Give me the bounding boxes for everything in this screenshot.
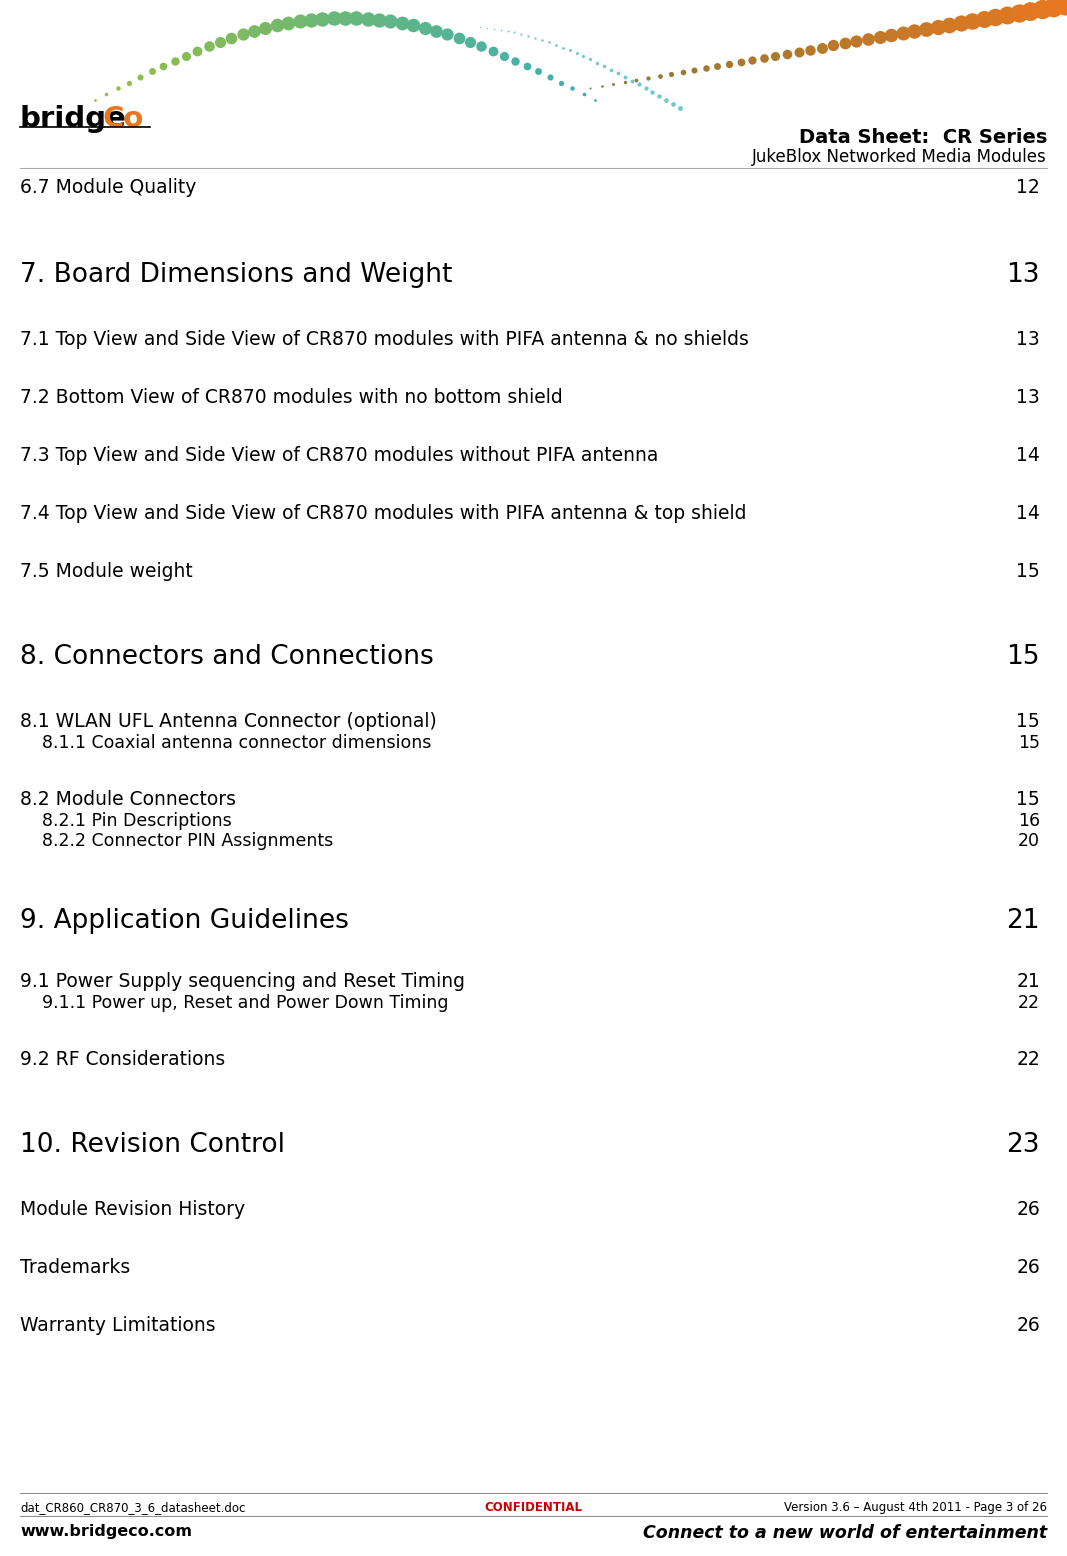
Text: 23: 23 bbox=[1006, 1133, 1040, 1158]
Text: 15: 15 bbox=[1016, 713, 1040, 731]
Text: 7.3 Top View and Side View of CR870 modules without PIFA antenna: 7.3 Top View and Side View of CR870 modu… bbox=[20, 447, 658, 465]
Text: 8. Connectors and Connections: 8. Connectors and Connections bbox=[20, 644, 434, 671]
Text: Trademarks: Trademarks bbox=[20, 1257, 130, 1277]
Text: 21: 21 bbox=[1006, 909, 1040, 934]
Text: 6.7 Module Quality: 6.7 Module Quality bbox=[20, 177, 196, 198]
Text: 7. Board Dimensions and Weight: 7. Board Dimensions and Weight bbox=[20, 261, 452, 288]
Text: 7.5 Module weight: 7.5 Module weight bbox=[20, 562, 193, 580]
Text: 9.1 Power Supply sequencing and Reset Timing: 9.1 Power Supply sequencing and Reset Ti… bbox=[20, 972, 465, 991]
Text: Version 3.6 – August 4th 2011 - Page 3 of 26: Version 3.6 – August 4th 2011 - Page 3 o… bbox=[784, 1502, 1047, 1514]
Text: 12: 12 bbox=[1016, 177, 1040, 198]
Text: 8.2.2 Connector PIN Assignments: 8.2.2 Connector PIN Assignments bbox=[42, 832, 333, 850]
Text: Module Revision History: Module Revision History bbox=[20, 1200, 245, 1218]
Text: dat_CR860_CR870_3_6_datasheet.doc: dat_CR860_CR870_3_6_datasheet.doc bbox=[20, 1502, 245, 1514]
Text: 13: 13 bbox=[1006, 261, 1040, 288]
Text: 9.1.1 Power up, Reset and Power Down Timing: 9.1.1 Power up, Reset and Power Down Tim… bbox=[42, 994, 448, 1011]
Text: Data Sheet:  CR Series: Data Sheet: CR Series bbox=[798, 128, 1047, 146]
Text: 13: 13 bbox=[1016, 387, 1040, 408]
Text: Warranty Limitations: Warranty Limitations bbox=[20, 1316, 216, 1335]
Text: 14: 14 bbox=[1016, 447, 1040, 465]
Text: JukeBlox Networked Media Modules: JukeBlox Networked Media Modules bbox=[752, 148, 1047, 166]
Text: 16: 16 bbox=[1018, 812, 1040, 829]
Text: 8.2 Module Connectors: 8.2 Module Connectors bbox=[20, 790, 236, 809]
Text: 13: 13 bbox=[1016, 330, 1040, 349]
Text: 15: 15 bbox=[1018, 734, 1040, 752]
Text: 7.4 Top View and Side View of CR870 modules with PIFA antenna & top shield: 7.4 Top View and Side View of CR870 modu… bbox=[20, 504, 747, 523]
Text: 20: 20 bbox=[1018, 832, 1040, 850]
Text: Connect to a new world of entertainment: Connect to a new world of entertainment bbox=[643, 1523, 1047, 1542]
Text: 7.1 Top View and Side View of CR870 modules with PIFA antenna & no shields: 7.1 Top View and Side View of CR870 modu… bbox=[20, 330, 749, 349]
Text: Co: Co bbox=[103, 104, 144, 132]
Text: 22: 22 bbox=[1018, 994, 1040, 1011]
Text: 21: 21 bbox=[1016, 972, 1040, 991]
Text: 8.1 WLAN UFL Antenna Connector (optional): 8.1 WLAN UFL Antenna Connector (optional… bbox=[20, 713, 436, 731]
Text: 15: 15 bbox=[1016, 790, 1040, 809]
Text: bridge: bridge bbox=[20, 104, 127, 132]
Text: www.bridgeco.com: www.bridgeco.com bbox=[20, 1523, 192, 1539]
Text: 9.2 RF Considerations: 9.2 RF Considerations bbox=[20, 1050, 225, 1069]
Text: 15: 15 bbox=[1006, 644, 1040, 671]
Text: 10. Revision Control: 10. Revision Control bbox=[20, 1133, 285, 1158]
Text: 15: 15 bbox=[1016, 562, 1040, 580]
Text: 26: 26 bbox=[1016, 1200, 1040, 1218]
Text: 9. Application Guidelines: 9. Application Guidelines bbox=[20, 909, 349, 934]
Text: 8.1.1 Coaxial antenna connector dimensions: 8.1.1 Coaxial antenna connector dimensio… bbox=[42, 734, 431, 752]
Text: 7.2 Bottom View of CR870 modules with no bottom shield: 7.2 Bottom View of CR870 modules with no… bbox=[20, 387, 562, 408]
Text: CONFIDENTIAL: CONFIDENTIAL bbox=[484, 1502, 582, 1514]
Text: 26: 26 bbox=[1016, 1257, 1040, 1277]
Text: 14: 14 bbox=[1016, 504, 1040, 523]
Text: 22: 22 bbox=[1016, 1050, 1040, 1069]
Text: 26: 26 bbox=[1016, 1316, 1040, 1335]
Text: 8.2.1 Pin Descriptions: 8.2.1 Pin Descriptions bbox=[42, 812, 232, 829]
